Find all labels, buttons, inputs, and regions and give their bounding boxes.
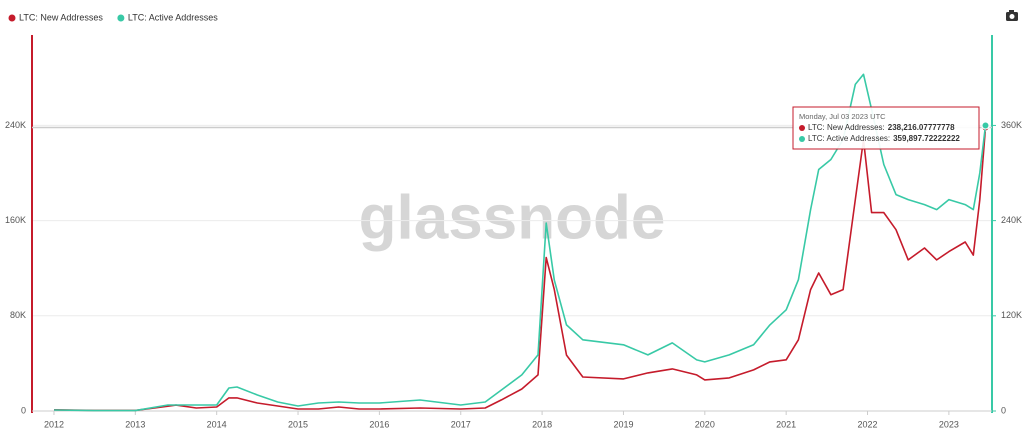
y2-tick-label: 120K [1001, 310, 1022, 320]
y-tick-label: 0 [21, 405, 26, 415]
y2-tick-label: 0 [1001, 405, 1006, 415]
x-tick-label: 2012 [44, 419, 64, 429]
watermark: glassnode [359, 183, 666, 252]
x-tick-label: 2021 [776, 419, 796, 429]
tooltip: Monday, Jul 03 2023 UTC LTC: New Addresse… [792, 106, 980, 150]
x-tick-label: 2015 [288, 419, 308, 429]
tooltip-value: 359,897.72222222 [893, 134, 960, 143]
y2-tick-label: 240K [1001, 215, 1022, 225]
tooltip-label: LTC: New Addresses: [808, 123, 885, 132]
x-tick-label: 2019 [613, 419, 633, 429]
x-tick-label: 2014 [207, 419, 227, 429]
x-tick-label: 2022 [858, 419, 878, 429]
legend-marker [8, 14, 16, 22]
legend-marker [117, 14, 125, 22]
y2-tick-label: 360K [1001, 120, 1022, 130]
x-tick-label: 2018 [532, 419, 552, 429]
tooltip-title: Monday, Jul 03 2023 UTC [799, 112, 886, 121]
tooltip-label: LTC: Active Addresses: [808, 134, 890, 143]
hover-point [981, 121, 990, 130]
legend-label: LTC: New Addresses [19, 12, 103, 22]
tooltip-box [792, 106, 980, 150]
camera-icon[interactable] [1006, 10, 1018, 21]
x-tick-label: 2023 [939, 419, 959, 429]
legend-label: LTC: Active Addresses [128, 12, 218, 22]
y-tick-label: 80K [10, 310, 26, 320]
x-tick-label: 2017 [451, 419, 471, 429]
series-line [53, 73, 987, 412]
x-tick-label: 2016 [369, 419, 389, 429]
tooltip-value: 238,216.07777778 [888, 123, 955, 132]
y-tick-label: 240K [5, 120, 26, 130]
x-tick-label: 2020 [695, 419, 715, 429]
tooltip-marker [799, 125, 805, 131]
legend-item[interactable]: LTC: New Addresses [8, 12, 104, 22]
legend-item[interactable]: LTC: Active Addresses [117, 12, 218, 22]
y-tick-label: 160K [5, 215, 26, 225]
x-tick-label: 2013 [125, 419, 145, 429]
tooltip-marker [799, 136, 805, 142]
series-line [53, 127, 987, 412]
